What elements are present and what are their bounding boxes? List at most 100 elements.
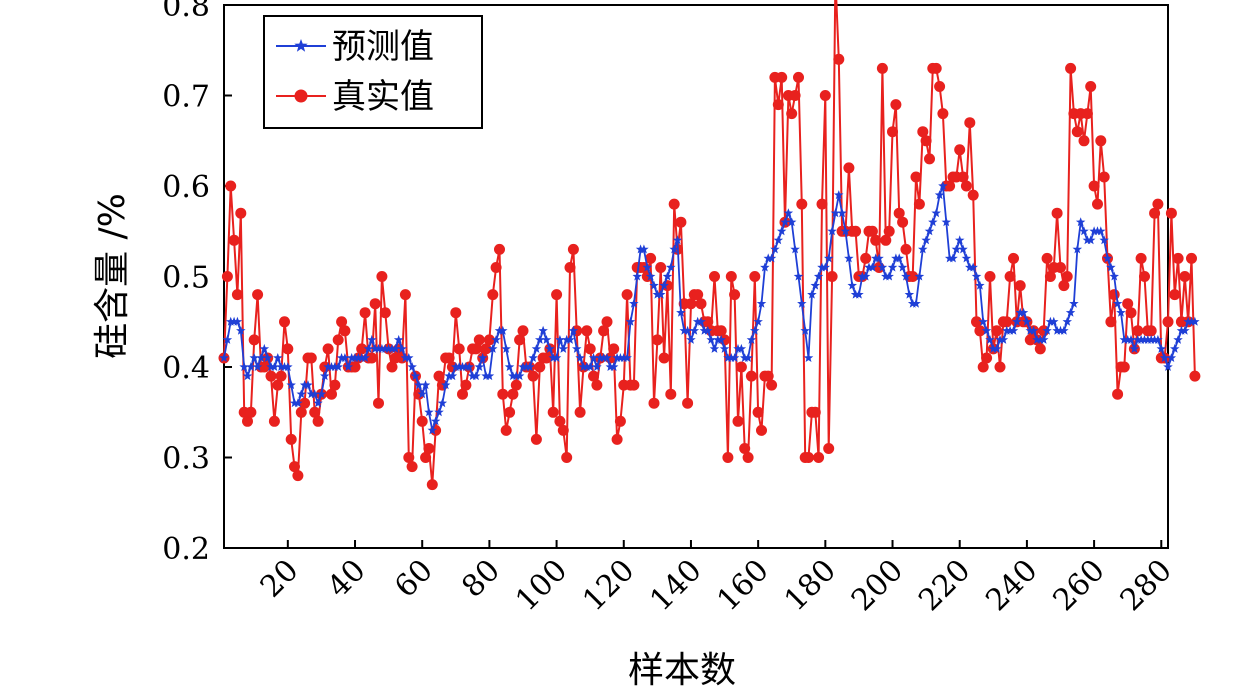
data-point — [921, 235, 931, 245]
data-point — [883, 225, 895, 237]
y-tick-label: 0.3 — [162, 442, 210, 477]
data-point — [729, 289, 741, 301]
data-point — [917, 126, 929, 138]
data-point — [259, 343, 270, 353]
data-point — [545, 343, 555, 353]
data-point — [235, 207, 247, 219]
legend-marker-predicted — [294, 39, 308, 52]
data-point — [977, 361, 989, 373]
data-point — [793, 271, 804, 281]
data-point — [379, 307, 391, 319]
data-point — [1078, 135, 1090, 147]
data-point — [249, 353, 259, 362]
data-point — [1145, 325, 1157, 337]
data-point — [1085, 81, 1097, 92]
data-point — [1004, 271, 1016, 282]
data-point — [786, 108, 798, 120]
data-point — [285, 433, 297, 445]
data-point — [265, 370, 277, 382]
data-point — [887, 126, 898, 138]
data-point — [978, 316, 988, 326]
data-point — [820, 262, 831, 272]
series-layer — [218, 0, 1201, 491]
data-point — [971, 271, 982, 281]
data-point — [322, 343, 334, 355]
data-point — [622, 353, 632, 362]
data-point — [1059, 325, 1069, 335]
data-point — [1081, 108, 1093, 120]
data-point — [847, 280, 857, 290]
data-point — [225, 180, 237, 192]
data-point — [561, 452, 573, 463]
data-point — [363, 343, 374, 353]
data-point — [632, 271, 642, 281]
data-point — [742, 452, 754, 463]
data-point — [359, 307, 371, 319]
data-point — [753, 316, 763, 326]
data-point — [810, 280, 820, 290]
data-point — [937, 108, 949, 120]
data-point — [890, 99, 902, 111]
data-point — [834, 190, 844, 200]
legend: 预测值 真实值 — [263, 15, 483, 129]
data-point — [434, 407, 444, 417]
x-tick-label: 60 — [388, 553, 440, 605]
data-point — [427, 425, 437, 435]
data-point — [332, 334, 344, 346]
data-point — [1129, 343, 1140, 353]
data-point — [608, 343, 620, 355]
data-point — [433, 370, 445, 382]
data-point — [669, 244, 679, 254]
x-tick-label: 40 — [321, 553, 373, 605]
data-point — [464, 362, 474, 371]
data-point — [1112, 298, 1123, 308]
data-point — [833, 53, 845, 65]
data-point — [877, 262, 888, 272]
data-point — [1092, 226, 1103, 236]
data-point — [269, 362, 280, 371]
data-point — [262, 353, 273, 362]
data-point — [1072, 244, 1083, 254]
data-point — [913, 198, 925, 210]
data-point — [1180, 325, 1190, 335]
data-point — [823, 253, 834, 263]
data-point — [1079, 226, 1089, 236]
data-point — [437, 398, 448, 408]
data-point — [1156, 343, 1166, 353]
data-point — [367, 334, 377, 344]
data-point — [551, 353, 562, 362]
data-point — [500, 424, 512, 436]
data-point — [588, 353, 599, 362]
data-point — [581, 325, 593, 337]
data-point — [662, 271, 673, 281]
data-point — [591, 379, 603, 391]
data-point — [1179, 271, 1191, 282]
data-point — [467, 371, 478, 381]
data-point — [766, 253, 777, 263]
data-point — [971, 316, 982, 328]
data-point — [954, 144, 966, 156]
data-point — [984, 271, 996, 282]
data-point — [796, 198, 808, 210]
data-point — [924, 226, 935, 236]
data-point — [453, 343, 465, 355]
data-point — [1032, 334, 1042, 344]
data-point — [403, 452, 415, 463]
data-point — [1099, 235, 1109, 245]
data-point — [689, 325, 700, 335]
data-point — [716, 334, 726, 344]
data-point — [414, 380, 424, 390]
data-point — [1166, 353, 1177, 362]
data-point — [1106, 262, 1116, 272]
data-point — [239, 362, 249, 371]
data-point — [248, 334, 260, 346]
data-point — [840, 226, 851, 236]
data-point — [601, 316, 613, 328]
data-point — [547, 406, 559, 418]
data-point — [1105, 316, 1117, 328]
data-point — [525, 362, 535, 371]
data-point — [1132, 325, 1144, 337]
data-point — [584, 343, 596, 355]
data-point — [1069, 298, 1079, 308]
data-point — [960, 180, 972, 192]
